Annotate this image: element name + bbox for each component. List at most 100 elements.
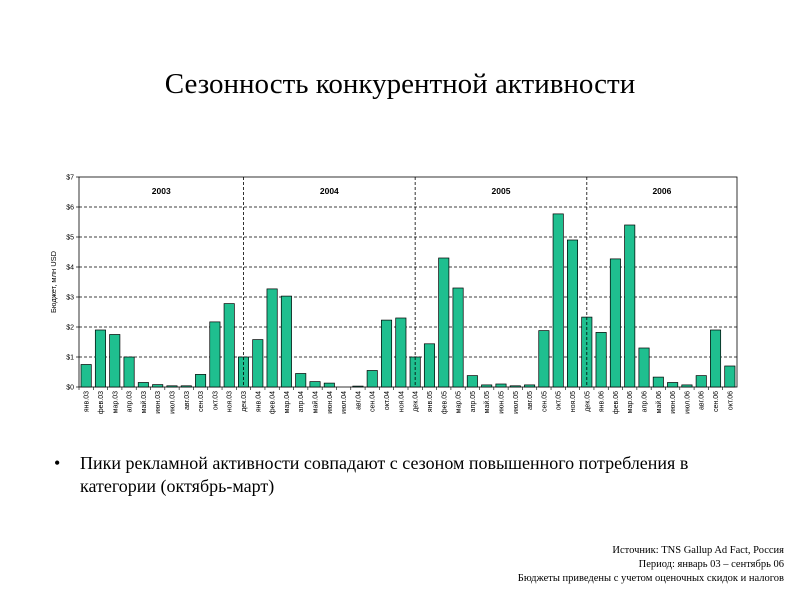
x-tick-label: окт.05 — [556, 391, 563, 410]
bar — [509, 385, 521, 388]
bar — [652, 376, 664, 388]
year-label: 2004 — [320, 186, 339, 196]
bullet-dot-icon: • — [54, 453, 61, 473]
bar — [166, 385, 178, 388]
y-axis-label: Бюджет, млн USD — [49, 250, 58, 313]
x-tick-label: авг.04 — [355, 391, 362, 410]
x-tick-label: авг.06 — [699, 391, 706, 410]
bar — [695, 375, 707, 388]
x-tick-label: мар.06 — [627, 391, 634, 413]
bar — [195, 374, 207, 388]
bar — [724, 365, 736, 388]
x-tick-label: дек.03 — [241, 391, 248, 412]
bar — [638, 347, 650, 388]
plot-border — [78, 176, 738, 388]
x-tick-label: июн.06 — [670, 391, 677, 414]
source-note: Источник: TNS Gallup Ad Fact, Россия Пер… — [518, 544, 784, 586]
bullet-item: • Пики рекламной активности совпадают с … — [54, 452, 714, 498]
bar — [681, 384, 693, 388]
x-tick-label: сен.03 — [198, 391, 205, 412]
x-tick-label: сен.06 — [713, 391, 720, 412]
bar — [524, 384, 536, 388]
slide-title: Сезонность конкурентной активности — [164, 68, 636, 100]
x-tick-label: апр.04 — [298, 391, 305, 412]
x-tick-label: апр.06 — [642, 391, 649, 412]
x-tick-label: июн.03 — [155, 391, 162, 414]
x-tick-label: янв.05 — [427, 391, 434, 412]
x-tick-label: ноя.03 — [227, 391, 234, 412]
x-tick-label: фев.06 — [613, 391, 620, 414]
x-tick-label: янв.06 — [599, 391, 606, 412]
bar — [538, 330, 550, 388]
bar — [323, 382, 335, 388]
bullet-text: Пики рекламной активности совпадают с се… — [80, 453, 689, 496]
x-tick-label: фев.05 — [441, 391, 448, 414]
x-tick-label: апр.05 — [470, 391, 477, 412]
bar — [266, 288, 278, 388]
bar — [667, 382, 679, 388]
year-label: 2003 — [152, 186, 171, 196]
bar — [595, 332, 607, 388]
x-tick-label: фев.04 — [270, 391, 277, 414]
bar — [381, 319, 393, 388]
x-tick-label: янв.04 — [255, 391, 262, 412]
year-labels: 2003 2004 2005 2006 — [152, 186, 672, 196]
x-tick-label: май.06 — [655, 391, 663, 413]
x-tick-label: сен.05 — [541, 391, 548, 412]
y-tick-label: $0 — [66, 385, 74, 392]
bar — [609, 258, 621, 388]
bar — [137, 382, 149, 388]
year-separators — [243, 177, 588, 387]
bar — [94, 329, 106, 388]
x-tick-label: авг.03 — [184, 391, 191, 410]
x-tick-label: окт.03 — [212, 391, 219, 410]
budget-note-line: Бюджеты приведены с учетом оценочных ски… — [517, 573, 784, 584]
plot-area — [78, 176, 738, 388]
source-line: Источник: TNS Gallup Ad Fact, Россия — [612, 545, 784, 556]
bar — [567, 239, 578, 388]
bar — [481, 384, 493, 388]
x-tick-label: мар.05 — [456, 391, 463, 413]
year-label: 2006 — [652, 186, 671, 196]
bar — [123, 356, 135, 388]
x-tick-label: окт.04 — [384, 391, 391, 410]
x-tick-label: май.03 — [140, 391, 148, 413]
x-tick-label: мар.03 — [112, 391, 119, 413]
x-tick-label: июл.03 — [169, 391, 176, 414]
x-tick-label: авг.05 — [527, 391, 534, 410]
bar — [209, 321, 221, 388]
y-tick-label: $4 — [66, 265, 74, 272]
y-tick-label: $2 — [66, 325, 74, 332]
bar — [152, 384, 164, 388]
bar — [280, 295, 292, 388]
y-tick-label: $6 — [66, 205, 74, 212]
bar — [309, 381, 321, 388]
bar — [710, 329, 722, 388]
y-tick-label: $7 — [66, 175, 74, 182]
x-tick-label: мар.04 — [284, 391, 291, 413]
x-tick-label: фев.03 — [98, 391, 105, 414]
bar — [395, 317, 407, 388]
x-tick-label: май.05 — [483, 391, 491, 413]
bar — [252, 339, 264, 388]
bar — [452, 287, 464, 388]
x-tick-label: дек.05 — [584, 391, 591, 412]
year-label: 2005 — [492, 186, 511, 196]
y-axis-ticks: $0 $1 $2 $3 $4 $5 $6 $7 — [66, 175, 79, 392]
bar — [109, 334, 121, 388]
x-tick-label: ноя.04 — [398, 391, 405, 412]
bar — [80, 364, 92, 388]
bar — [438, 257, 450, 388]
bar — [423, 343, 435, 388]
y-tick-label: $1 — [66, 355, 74, 362]
x-tick-label: апр.03 — [127, 391, 134, 412]
x-tick-label: июл.05 — [513, 391, 520, 414]
bar — [223, 303, 235, 388]
x-tick-label: май.04 — [312, 391, 320, 413]
x-tick-label: июл.06 — [684, 391, 691, 414]
x-tick-label: янв.03 — [84, 391, 91, 412]
y-tick-label: $3 — [66, 295, 74, 302]
x-tick-label: июл.04 — [341, 391, 348, 414]
x-tick-label: ноя.05 — [570, 391, 577, 412]
